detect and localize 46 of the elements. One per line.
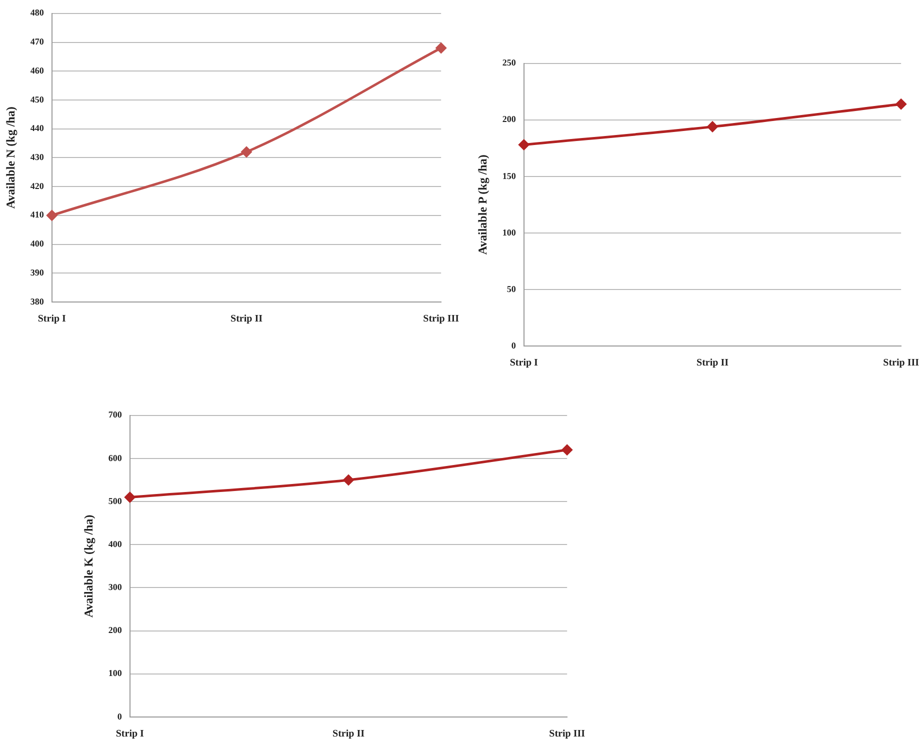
y-tick-label: 250: [502, 58, 516, 68]
y-tick-label: 0: [511, 340, 516, 350]
y-tick-label: 700: [108, 410, 122, 420]
point: [707, 121, 718, 132]
y-axis-title: Available P (kg /ha): [475, 154, 490, 255]
y-tick-label: 200: [502, 114, 516, 124]
x-tick-label: Strip II: [696, 358, 729, 369]
y-tick-label: 500: [108, 496, 122, 506]
y-tick-label: 600: [108, 452, 122, 463]
y-tick-label: 400: [108, 538, 122, 549]
y-tick-label: 420: [30, 180, 44, 191]
y-tick-label: 410: [30, 210, 44, 220]
point: [896, 98, 906, 110]
y-tick-label: 50: [506, 284, 516, 294]
point: [343, 474, 354, 486]
y-tick-label: 480: [30, 8, 44, 18]
y-tick-label: 400: [30, 238, 44, 249]
x-tick-label: Strip II: [230, 314, 263, 325]
point: [436, 42, 446, 54]
x-tick-label: Strip III: [549, 728, 586, 740]
point: [562, 444, 572, 456]
y-tick-label: 390: [30, 267, 44, 278]
point: [46, 210, 58, 221]
x-tick-label: Strip I: [510, 358, 538, 369]
y-tick-label: 0: [117, 711, 122, 722]
y-tick-label: 300: [108, 582, 122, 592]
point: [124, 492, 136, 503]
y-tick-label: 100: [108, 668, 122, 678]
y-tick-label: 430: [30, 152, 44, 162]
point: [241, 146, 252, 158]
point: [518, 140, 530, 150]
x-tick-label: Strip III: [883, 358, 920, 369]
y-tick-label: 440: [30, 123, 44, 134]
y-tick-label: 460: [30, 65, 44, 76]
y-tick-label: 100: [502, 227, 516, 238]
y-tick-label: 380: [30, 296, 44, 306]
y-tick-label: 150: [502, 170, 516, 181]
y-axis-title: Available K (kg /ha): [81, 514, 96, 618]
y-tick-label: 450: [30, 94, 44, 104]
y-axis-title: Available N (kg /ha): [3, 106, 18, 209]
x-tick-label: Strip III: [423, 314, 460, 325]
x-tick-label: Strip II: [332, 728, 365, 740]
x-tick-label: Strip I: [38, 314, 66, 325]
y-tick-label: 200: [108, 625, 122, 636]
x-tick-label: Strip I: [116, 728, 144, 740]
y-tick-label: 470: [30, 36, 44, 47]
